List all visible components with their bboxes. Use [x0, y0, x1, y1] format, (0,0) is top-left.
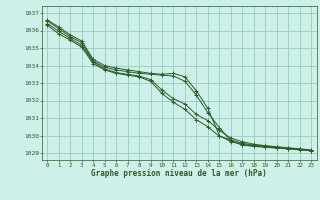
X-axis label: Graphe pression niveau de la mer (hPa): Graphe pression niveau de la mer (hPa) — [91, 169, 267, 178]
